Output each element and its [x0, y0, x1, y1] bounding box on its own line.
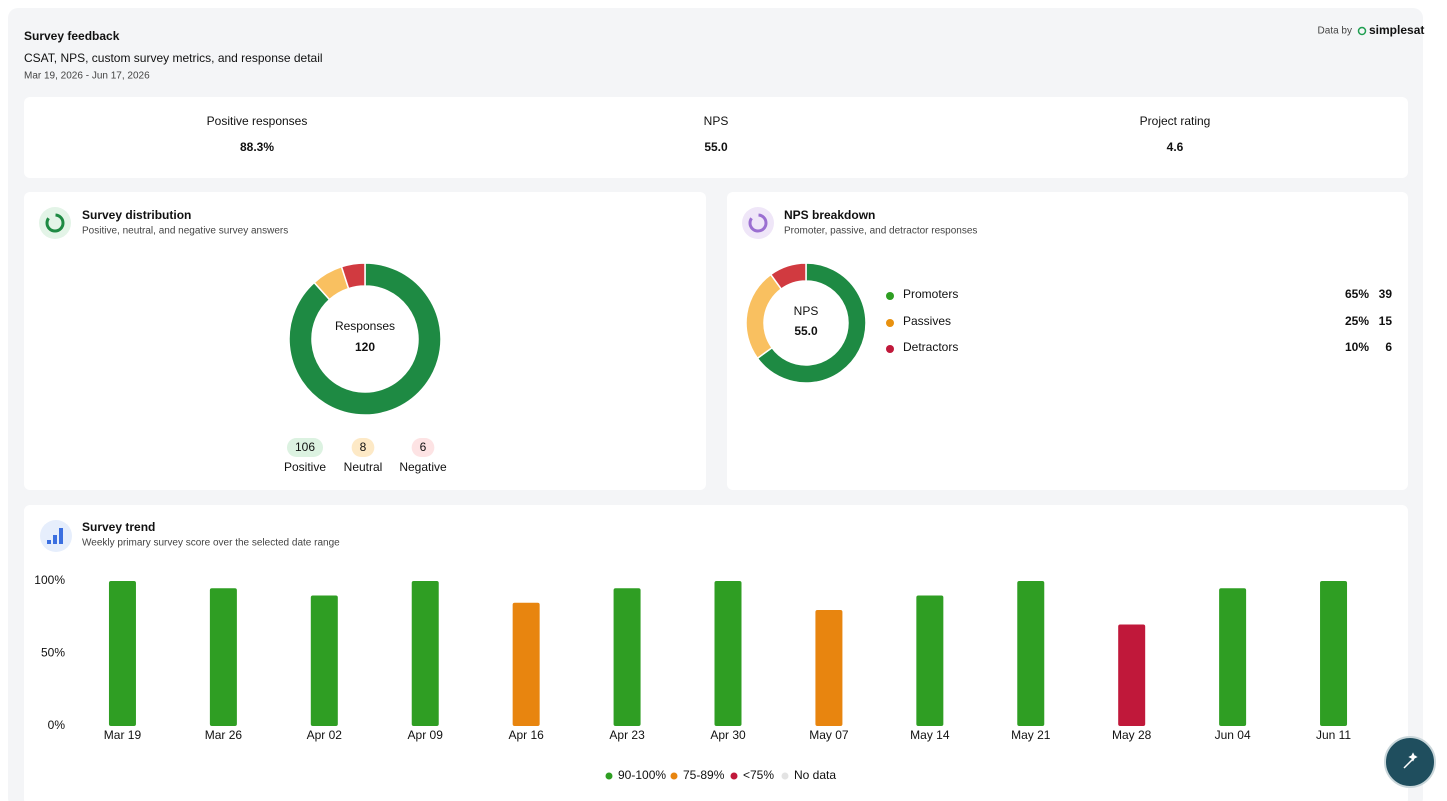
date-range: Mar 19, 2026 - Jun 17, 2026 [24, 71, 150, 82]
x-tick-label: Jun 11 [1316, 728, 1351, 742]
legend-dot [886, 292, 894, 300]
bar [1219, 588, 1247, 726]
x-tick-label: Apr 30 [710, 728, 746, 742]
distribution-card [24, 192, 706, 490]
pill [411, 438, 435, 457]
y-tick-label: 100% [34, 573, 65, 587]
legend-label: 75-89% [683, 768, 725, 782]
kpi-card [24, 97, 1408, 178]
card-title: Survey distribution [82, 208, 191, 222]
page-title: Survey feedback [24, 29, 120, 43]
pill [286, 438, 324, 457]
legend-dot [886, 345, 894, 353]
donut-segment [756, 262, 867, 384]
x-tick-label: May 21 [1011, 728, 1051, 742]
x-tick-label: Mar 19 [104, 728, 142, 742]
kpi-value: 88.3% [240, 140, 274, 154]
card-subtitle: Positive, neutral, and negative survey a… [82, 226, 288, 237]
legend-label: 90-100% [618, 768, 666, 782]
donut-segment [769, 262, 807, 291]
kpi-label: Positive responses [207, 114, 308, 128]
legend-label: Detractors [903, 340, 958, 354]
legend-count: 39 [1379, 287, 1393, 301]
legend-count: 6 [1385, 340, 1392, 354]
x-tick-label: Mar 26 [205, 728, 243, 742]
distribution-icon-ring [45, 213, 65, 233]
data-by: Data by [1318, 26, 1352, 37]
donut-center-label: NPS [794, 304, 819, 318]
bar [1320, 581, 1348, 726]
bar [613, 588, 641, 726]
donut-center-label: Responses [335, 319, 395, 333]
x-tick-label: Jun 04 [1215, 728, 1251, 742]
x-tick-label: Apr 16 [508, 728, 544, 742]
card-subtitle: Weekly primary survey score over the sel… [82, 538, 340, 549]
x-tick-label: May 14 [910, 728, 950, 742]
legend-dot [730, 772, 738, 780]
legend-dot [781, 772, 789, 780]
bar [209, 588, 237, 726]
bar [108, 581, 136, 726]
donut-center-value: 120 [355, 340, 375, 354]
pill [351, 438, 375, 457]
donut-center-value: 55.0 [794, 324, 818, 338]
x-tick-label: May 07 [809, 728, 849, 742]
pill-label: Negative [399, 460, 447, 474]
x-tick-label: May 28 [1112, 728, 1152, 742]
legend-count: 15 [1379, 314, 1393, 328]
nps-icon-ring [748, 213, 768, 233]
brand-icon [1357, 26, 1367, 36]
legend-percent: 10% [1345, 340, 1369, 354]
kpi-label: NPS [704, 114, 729, 128]
nps-card [727, 192, 1408, 490]
bar [714, 581, 742, 726]
bar [512, 602, 540, 726]
card-title: NPS breakdown [784, 208, 875, 222]
kpi-value: 55.0 [704, 140, 728, 154]
card-subtitle: Promoter, passive, and detractor respons… [784, 226, 977, 237]
assistant-button[interactable] [1384, 736, 1436, 788]
kpi-value: 4.6 [1167, 140, 1184, 154]
page-subtitle: CSAT, NPS, custom survey metrics, and re… [24, 51, 323, 65]
legend-label: No data [794, 768, 836, 782]
pill-value: 106 [295, 440, 315, 454]
nps-icon [742, 207, 774, 239]
bar [916, 595, 944, 726]
donut-segment [340, 262, 366, 290]
bar [310, 595, 338, 726]
x-tick-label: Apr 23 [609, 728, 645, 742]
y-tick-label: 50% [41, 646, 65, 660]
pill-value: 8 [360, 440, 367, 454]
assistant-icon [1403, 752, 1418, 769]
bar [411, 581, 439, 726]
y-tick-label: 0% [48, 718, 66, 732]
legend-label: <75% [743, 768, 774, 782]
legend-label: Passives [903, 314, 951, 328]
brand: simplesat [1369, 23, 1424, 37]
legend-dot [886, 319, 894, 327]
donut-segment [288, 262, 442, 416]
pill-label: Positive [284, 460, 326, 474]
legend-label: Promoters [903, 287, 958, 301]
bar [1118, 624, 1146, 726]
pill-value: 6 [420, 440, 427, 454]
card-title: Survey trend [82, 520, 155, 534]
legend-dot [670, 772, 678, 780]
kpi-label: Project rating [1140, 114, 1211, 128]
legend-percent: 65% [1345, 287, 1369, 301]
trend-icon-bars [47, 528, 63, 544]
legend-percent: 25% [1345, 314, 1369, 328]
bar [1017, 581, 1045, 726]
legend-dot [605, 772, 613, 780]
bar [815, 610, 843, 726]
distribution-icon [39, 207, 71, 239]
x-tick-label: Apr 02 [307, 728, 343, 742]
x-tick-label: Apr 09 [408, 728, 444, 742]
pill-label: Neutral [344, 460, 383, 474]
